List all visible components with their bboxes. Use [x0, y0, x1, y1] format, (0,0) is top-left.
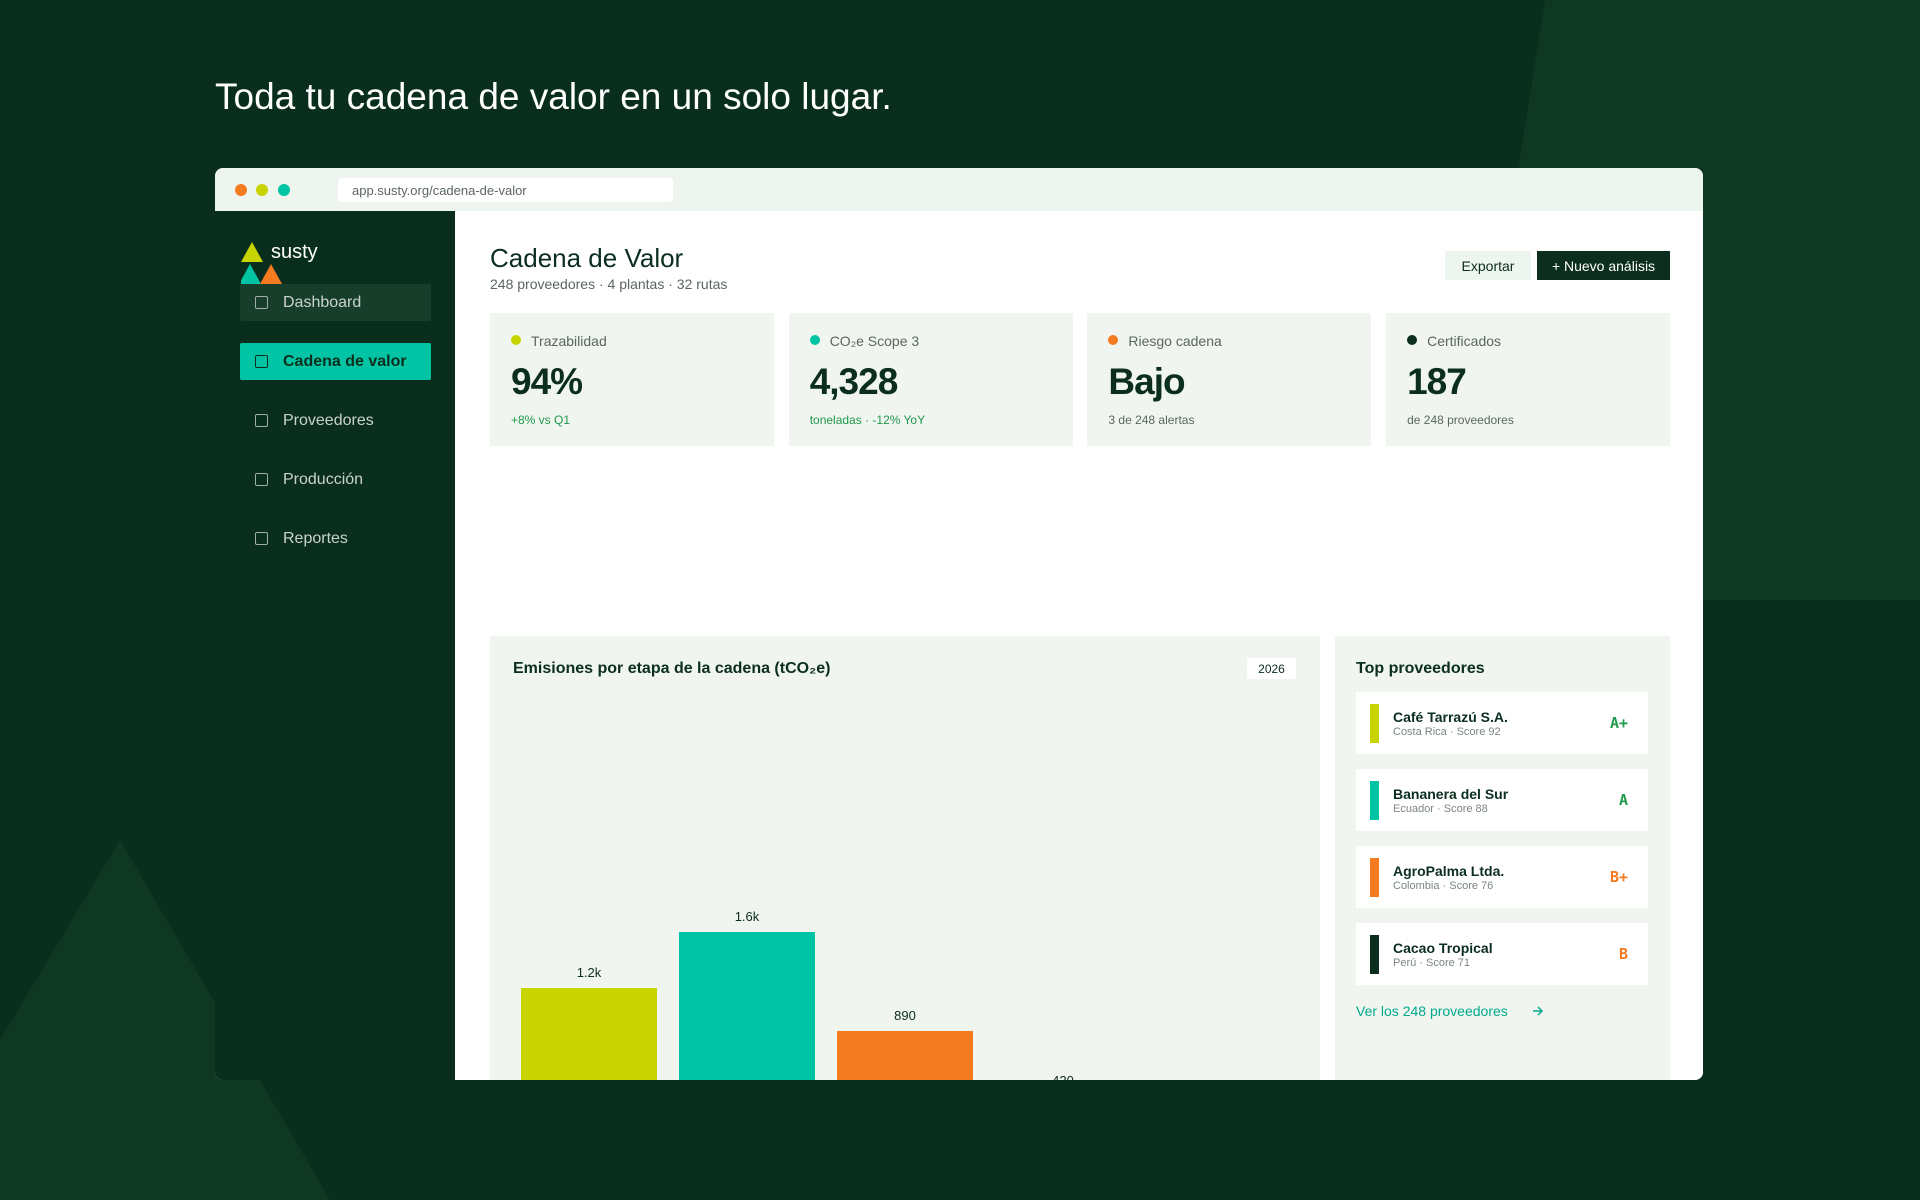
- suppliers-panel: Top proveedores Café Tarrazú S.A. Costa Ri…: [1335, 636, 1670, 1080]
- supplier-detail: Ecuador · Score 88: [1393, 803, 1488, 815]
- supplier-color: [1370, 781, 1379, 820]
- browser-window: app.susty.org/cadena-de-valor susty Dash…: [215, 168, 1703, 1080]
- supplier-detail: Perú · Score 71: [1393, 957, 1471, 969]
- nav-label: Producción: [283, 471, 364, 488]
- supplier-name: Café Tarrazú S.A.: [1393, 709, 1508, 725]
- nav-item[interactable]: Dashboard: [240, 284, 431, 321]
- nav-icon: [255, 296, 268, 309]
- kpi-card: Trazabilidad 94% +8% vs Q1: [490, 313, 774, 446]
- nav-icon: [255, 473, 268, 486]
- kpi-card: CO₂e Scope 3 4,328 toneladas · -12% YoY: [788, 313, 1073, 446]
- supplier-grade: A+: [1609, 714, 1628, 732]
- bg-triangle: [0, 840, 330, 1200]
- kpi-dot: [809, 335, 820, 345]
- window-dot: [278, 184, 290, 196]
- kpi-label: CO₂e Scope 3: [829, 333, 920, 349]
- kpi-note: +8% vs Q1: [511, 413, 571, 427]
- supplier-detail: Colombia · Score 76: [1393, 880, 1494, 892]
- sidebar: susty Dashboard Cadena de valor Proveedore…: [215, 211, 455, 1080]
- supplier-name: Bananera del Sur: [1393, 786, 1509, 802]
- kpi-value: Bajo: [1108, 361, 1185, 402]
- supplier-color: [1370, 935, 1379, 974]
- value-label: 420: [995, 1074, 1131, 1080]
- bar: [837, 1030, 973, 1080]
- nav-icon: [255, 414, 268, 427]
- year-badge: 2026: [1247, 658, 1296, 679]
- supplier-name: Cacao Tropical: [1393, 940, 1493, 956]
- supplier-grade: B: [1618, 945, 1628, 963]
- url-bar[interactable]: app.susty.org/cadena-de-valor: [338, 178, 673, 202]
- headline: Toda tu cadena de valor en un solo lugar…: [215, 76, 892, 117]
- kpi-value: 187: [1407, 361, 1467, 402]
- action-label: Exportar: [1461, 258, 1515, 274]
- supplier-row[interactable]: Café Tarrazú S.A. Costa Rica · Score 92 A+: [1356, 692, 1648, 754]
- value-label: 890: [894, 1007, 916, 1023]
- kpi-dot: [1407, 335, 1418, 345]
- kpi-dot: [1108, 335, 1119, 345]
- kpi-card: Certificados 187 de 248 proveedores: [1386, 313, 1671, 446]
- kpi-note: 3 de 248 alertas: [1108, 413, 1195, 427]
- supplier-row[interactable]: Cacao Tropical Perú · Score 71 B: [1356, 923, 1648, 985]
- supplier-detail: Costa Rica · Score 92: [1393, 726, 1501, 738]
- link-arrow: [1533, 1006, 1544, 1016]
- supplier-row[interactable]: Bananera del Sur Ecuador · Score 88 A: [1356, 769, 1648, 831]
- action-button[interactable]: + Nuevo análisis: [1537, 251, 1670, 280]
- logo-text: susty: [271, 241, 318, 263]
- nav-icon: [255, 355, 268, 368]
- kpi-label: Certificados: [1427, 333, 1502, 349]
- kpi-label: Riesgo cadena: [1128, 333, 1222, 349]
- supplier-row[interactable]: AgroPalma Ltda. Colombia · Score 76 B+: [1356, 846, 1648, 908]
- nav-icon: [255, 532, 268, 545]
- logo-mark: [241, 242, 282, 284]
- nav-item[interactable]: Cadena de valor: [240, 343, 431, 380]
- nav-label: Cadena de valor: [283, 353, 407, 370]
- value-label: 1.6k: [734, 909, 760, 924]
- kpi-note: de 248 proveedores: [1407, 413, 1514, 427]
- year-badge-label: 2026: [1258, 662, 1285, 676]
- nav-item[interactable]: Reportes: [240, 520, 431, 557]
- window-dot: [256, 184, 268, 196]
- kpi-label: Trazabilidad: [531, 333, 607, 349]
- chart-title: Emisiones por etapa de la cadena (tCO₂e): [513, 660, 831, 677]
- page-subtitle: 248 proveedores · 4 plantas · 32 rutas: [490, 276, 728, 292]
- window-dot: [235, 184, 247, 196]
- action-button[interactable]: Exportar: [1445, 251, 1531, 280]
- supplier-color: [1370, 704, 1379, 743]
- kpi-value: 94%: [511, 361, 583, 402]
- browser-bar: app.susty.org/cadena-de-valor: [215, 168, 1703, 211]
- supplier-name: AgroPalma Ltda.: [1393, 863, 1505, 879]
- action-label: + Nuevo análisis: [1551, 258, 1656, 274]
- suppliers-link-text: Ver los 248 proveedores: [1356, 1003, 1508, 1019]
- kpi-card: Riesgo cadena Bajo 3 de 248 alertas: [1087, 313, 1372, 446]
- supplier-grade: B+: [1609, 868, 1628, 886]
- suppliers-link[interactable]: Ver los 248 proveedores: [1356, 1002, 1556, 1022]
- suppliers-title: Top proveedores: [1356, 660, 1485, 677]
- kpi-note: toneladas · -12% YoY: [809, 413, 926, 427]
- page-title: Cadena de Valor: [490, 243, 684, 273]
- kpi-dot: [511, 335, 521, 345]
- nav-label: Proveedores: [283, 412, 374, 429]
- supplier-color: [1370, 858, 1379, 897]
- bar: [679, 932, 815, 1080]
- nav-label: Dashboard: [283, 294, 362, 311]
- value-label: 1.2k: [576, 964, 602, 980]
- kpi-value: 4,328: [809, 361, 899, 402]
- chart-panel: Emisiones por etapa de la cadena (tCO₂e)…: [490, 636, 1320, 1080]
- main: Cadena de Valor 248 proveedores · 4 plan…: [455, 211, 1703, 1080]
- nav-label: Reportes: [283, 530, 348, 547]
- nav-item[interactable]: Producción: [240, 461, 431, 498]
- url: app.susty.org/cadena-de-valor: [352, 183, 527, 198]
- bar: [521, 987, 657, 1080]
- supplier-grade: A: [1618, 791, 1628, 809]
- nav-item[interactable]: Proveedores: [240, 402, 431, 439]
